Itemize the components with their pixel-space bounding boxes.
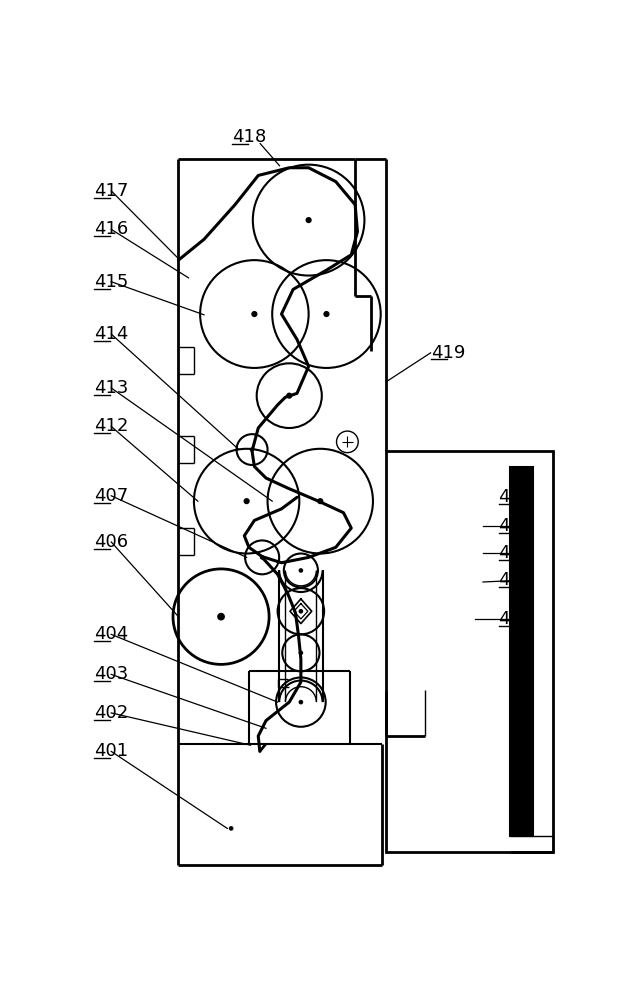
Bar bbox=[510, 466, 533, 836]
Text: 404: 404 bbox=[94, 625, 128, 643]
Circle shape bbox=[260, 555, 264, 560]
Text: 419: 419 bbox=[431, 344, 465, 362]
Circle shape bbox=[244, 498, 250, 504]
Circle shape bbox=[317, 498, 323, 504]
Text: 410: 410 bbox=[499, 517, 532, 535]
Text: 407: 407 bbox=[94, 487, 128, 505]
Circle shape bbox=[298, 700, 303, 704]
Text: 418: 418 bbox=[232, 128, 266, 146]
Circle shape bbox=[252, 311, 257, 317]
Text: 408: 408 bbox=[499, 571, 532, 589]
Bar bbox=[386, 451, 553, 852]
Text: 415: 415 bbox=[94, 273, 129, 291]
Text: 403: 403 bbox=[94, 665, 128, 683]
Circle shape bbox=[298, 651, 303, 655]
Text: 412: 412 bbox=[94, 417, 129, 435]
Text: 411: 411 bbox=[499, 488, 532, 506]
Text: 413: 413 bbox=[94, 379, 129, 397]
Text: 405: 405 bbox=[499, 610, 532, 628]
Text: 417: 417 bbox=[94, 182, 129, 200]
Circle shape bbox=[305, 217, 312, 223]
Text: 416: 416 bbox=[94, 220, 128, 238]
Text: 409: 409 bbox=[499, 544, 532, 562]
Text: 406: 406 bbox=[94, 533, 128, 551]
Text: 402: 402 bbox=[94, 704, 128, 722]
Circle shape bbox=[229, 826, 234, 831]
Circle shape bbox=[298, 609, 303, 614]
Circle shape bbox=[298, 568, 303, 573]
Circle shape bbox=[286, 393, 292, 399]
Text: 414: 414 bbox=[94, 325, 129, 343]
Circle shape bbox=[217, 613, 225, 620]
Text: 401: 401 bbox=[94, 742, 128, 760]
Circle shape bbox=[323, 311, 330, 317]
Circle shape bbox=[250, 447, 254, 452]
